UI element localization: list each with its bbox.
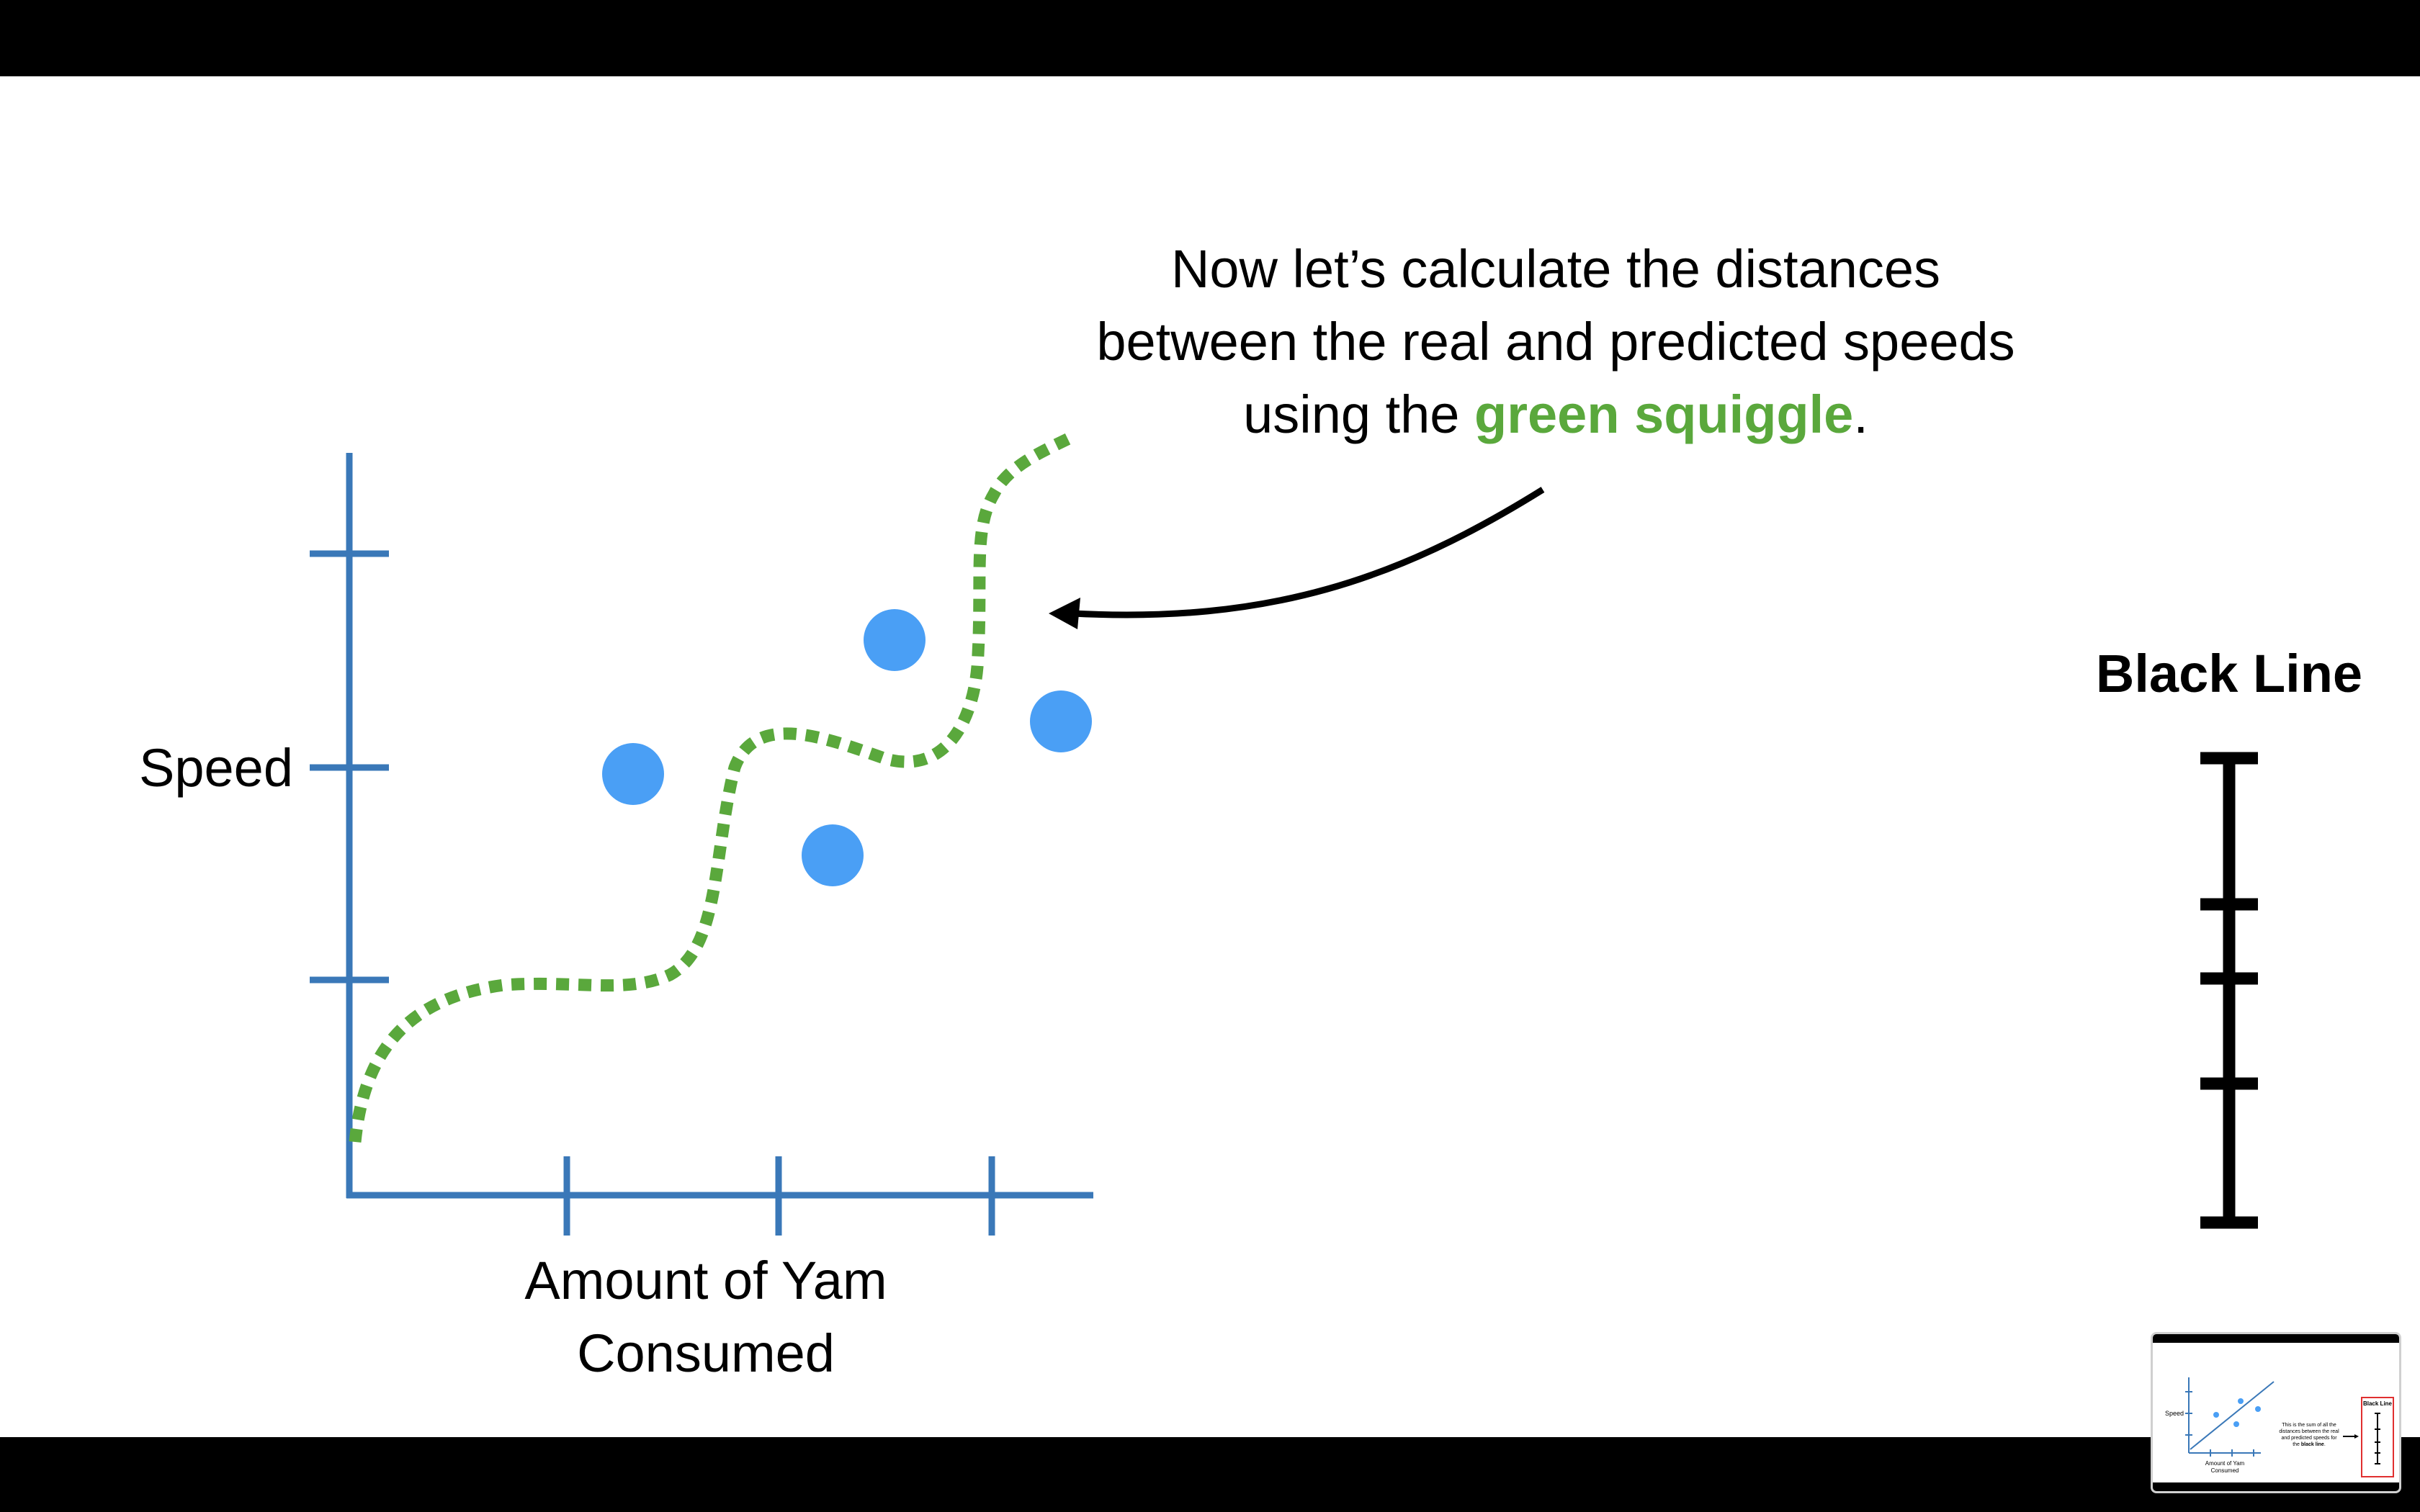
annotation-line-3: using the green squiggle. [1243,384,1868,444]
data-point [864,609,926,671]
thumbnail-point [2238,1398,2244,1404]
y-axis-label: Speed [139,738,293,798]
thumbnail-caption-line-1: This is the sum of all the [2282,1423,2336,1428]
black-line-title: Black Line [2096,644,2362,703]
x-axis-label-line-1: Amount of Yam [524,1251,887,1310]
thumbnail-caption-bold: black line [2301,1442,2324,1447]
data-point [602,743,664,805]
thumbnail-letterbox-bottom [2153,1482,2399,1491]
annotation-line-3-prefix: using the [1243,384,1474,444]
black-line-distance-bar [2200,752,2258,1229]
thumbnail-highlight-box [2361,1397,2394,1477]
next-slide-thumbnail[interactable]: Speed Amount of Yam Consumed This is the… [2151,1332,2401,1493]
thumbnail-canvas: Speed Amount of Yam Consumed This is the… [2153,1334,2399,1491]
letterbox-bottom [0,1437,2420,1512]
annotation-line-2: between the real and predicted speeds [1096,312,2015,372]
slide-canvas: Now let’s calculate the distances betwee… [139,239,2362,1383]
pointer-arrow [1049,487,1545,629]
data-points [602,609,1092,886]
thumbnail-y-label: Speed [2165,1410,2184,1417]
thumbnail-arrowhead [2354,1434,2359,1439]
thumbnail-caption-line-3: and predicted speeds for [2281,1436,2337,1441]
thumbnail-point [2213,1412,2219,1418]
letterbox-top [0,0,2420,76]
thumbnail-caption-prefix: the [2293,1442,2301,1447]
data-point [802,824,864,886]
thumbnail-caption-line-4: the black line. [2293,1442,2326,1447]
thumbnail-point [2233,1421,2239,1427]
slide: Now let’s calculate the distances betwee… [0,76,2420,1437]
thumbnail-x-label-line-1: Amount of Yam [2205,1460,2245,1467]
thumbnail-letterbox-top [2153,1334,2399,1343]
thumbnail-caption-line-2: distances between the real [2279,1429,2339,1434]
thumbnail-panel-title: Black Line [2363,1400,2393,1407]
x-axis-label-line-2: Consumed [577,1323,835,1383]
data-point [1030,690,1092,752]
plot-axes [310,453,1093,1236]
green-squiggle [349,431,1076,1143]
thumbnail-caption-suffix: . [2324,1442,2326,1447]
annotation-line-1: Now let’s calculate the distances [1171,239,1940,299]
annotation-highlight: green squiggle [1474,384,1853,444]
thumbnail-fit-line [2190,1381,2275,1450]
thumbnail-point [2255,1406,2261,1412]
thumbnail-x-label-line-2: Consumed [2211,1467,2239,1474]
annotation-line-3-suffix: . [1853,384,1868,444]
